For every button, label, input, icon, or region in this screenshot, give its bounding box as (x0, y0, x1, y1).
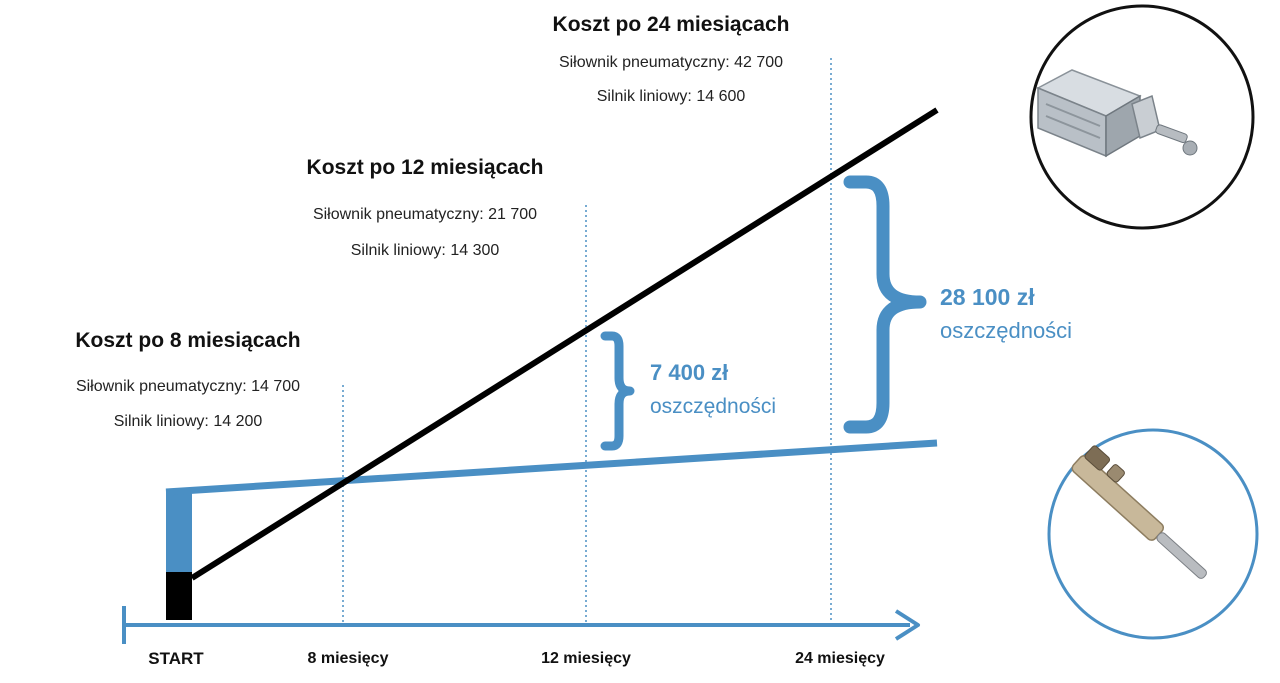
checkpoint-12-pneumatic: Siłownik pneumatyczny: 21 700 (312, 206, 538, 223)
checkpoint-24-title: Koszt po 24 miesiącach (552, 13, 790, 36)
savings-24-amount: 28 100 zł (940, 284, 1035, 310)
savings-12-label: oszczędności (650, 395, 777, 418)
series-line-linear-motor (165, 439, 938, 496)
checkpoint-8-linear: Silnik liniowy: 14 200 (113, 413, 263, 430)
checkpoint-24-pneumatic: Siłownik pneumatyczny: 42 700 (558, 54, 784, 71)
pneumatic-cylinder-photo-icon (1029, 4, 1255, 230)
linear-motor-photo-icon (1047, 428, 1259, 640)
savings-brace-24-months (843, 175, 927, 434)
savings-12-amount: 7 400 zł (650, 360, 729, 385)
start-bar-linear (166, 492, 192, 572)
savings-brace-12-months (600, 331, 635, 451)
x-tick-12-months: 12 miesięcy (541, 650, 631, 667)
x-tick-8-months: 8 miesięcy (307, 650, 389, 667)
checkpoint-12-linear: Silnik liniowy: 14 300 (350, 242, 500, 259)
series-line-pneumatic (190, 107, 939, 581)
checkpoint-12-title: Koszt po 12 miesiącach (306, 156, 544, 179)
checkpoint-24-linear: Silnik liniowy: 14 600 (596, 88, 746, 105)
savings-24-label: oszczędności (940, 318, 1073, 343)
x-tick-start: START (148, 649, 204, 668)
checkpoint-8-title: Koszt po 8 miesiącach (75, 329, 301, 352)
checkpoint-8-pneumatic: Siłownik pneumatyczny: 14 700 (75, 378, 301, 395)
start-bar-pneumatic (166, 572, 192, 620)
x-tick-24-months: 24 miesięcy (795, 650, 885, 667)
time-axis-arrowhead (894, 609, 920, 641)
